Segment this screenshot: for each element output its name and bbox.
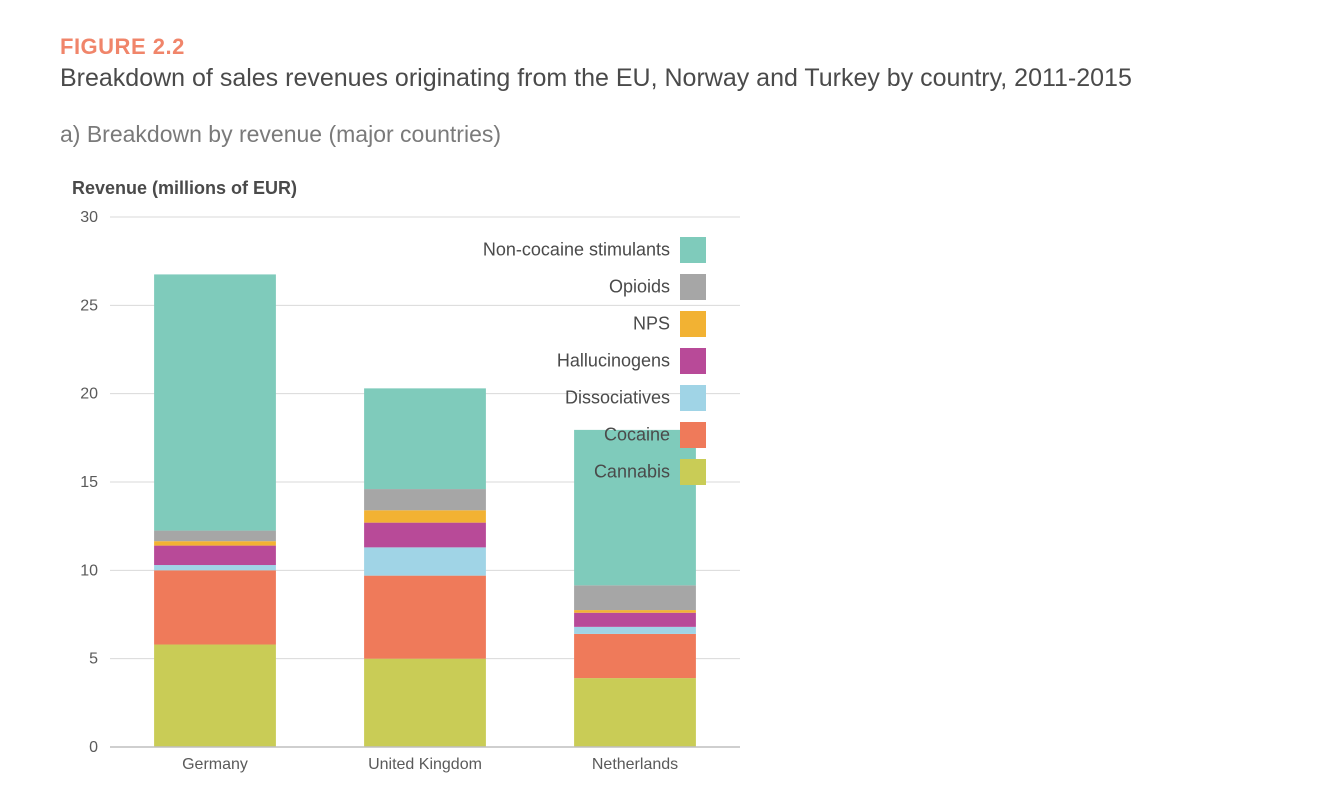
figure-label: FIGURE 2.2 (60, 34, 1282, 60)
bar-segment (154, 565, 276, 570)
y-tick-label: 15 (80, 474, 98, 491)
y-tick-label: 25 (80, 297, 98, 314)
legend-swatch (680, 237, 706, 263)
legend-swatch (680, 459, 706, 485)
bar-segment (154, 546, 276, 565)
legend-swatch (680, 311, 706, 337)
legend-swatch (680, 422, 706, 448)
bar-segment (574, 610, 696, 613)
figure-title: Breakdown of sales revenues originating … (60, 64, 1282, 93)
legend-label: Cocaine (604, 425, 670, 445)
bar-segment (574, 585, 696, 610)
bar-segment (574, 634, 696, 678)
bar-segment (154, 531, 276, 542)
x-tick-label: Netherlands (592, 756, 678, 773)
figure-subtitle: a) Breakdown by revenue (major countries… (60, 121, 1282, 148)
y-tick-label: 30 (80, 209, 98, 226)
legend-swatch (680, 348, 706, 374)
bar-segment (364, 576, 486, 659)
bar-segment (364, 388, 486, 489)
y-tick-label: 5 (89, 651, 98, 668)
figure-page: FIGURE 2.2 Breakdown of sales revenues o… (0, 0, 1342, 808)
legend-label: NPS (633, 314, 670, 334)
bar-segment (574, 627, 696, 634)
y-tick-label: 20 (80, 386, 98, 403)
bar-segment (154, 645, 276, 747)
bar-segment (154, 274, 276, 530)
legend-label: Dissociatives (565, 388, 670, 408)
legend-label: Opioids (609, 277, 670, 297)
y-tick-label: 0 (89, 739, 98, 756)
bar-segment (574, 678, 696, 747)
legend-label: Non-cocaine stimulants (483, 240, 670, 260)
legend-label: Hallucinogens (557, 351, 670, 371)
y-tick-label: 10 (80, 562, 98, 579)
bar-segment (154, 570, 276, 644)
legend-swatch (680, 274, 706, 300)
bar-segment (574, 613, 696, 627)
legend-label: Cannabis (594, 462, 670, 482)
x-tick-label: Germany (182, 756, 248, 773)
chart-container: 0 5 10 15 20 25 30 Germany United Kingdom Netherl… (60, 207, 1282, 792)
legend-swatch (680, 385, 706, 411)
y-axis-title: Revenue (millions of EUR) (72, 178, 1282, 199)
stacked-bar-chart: 0 5 10 15 20 25 30 Germany United Kingdom Netherl… (60, 207, 742, 787)
bar-segment (364, 547, 486, 575)
x-tick-label: United Kingdom (368, 756, 482, 773)
bar-segment (364, 523, 486, 548)
bar-segment (574, 430, 696, 585)
bar-segment (364, 659, 486, 747)
bar-segment (154, 541, 276, 545)
bar-segment (364, 489, 486, 510)
bar-segment (364, 510, 486, 522)
